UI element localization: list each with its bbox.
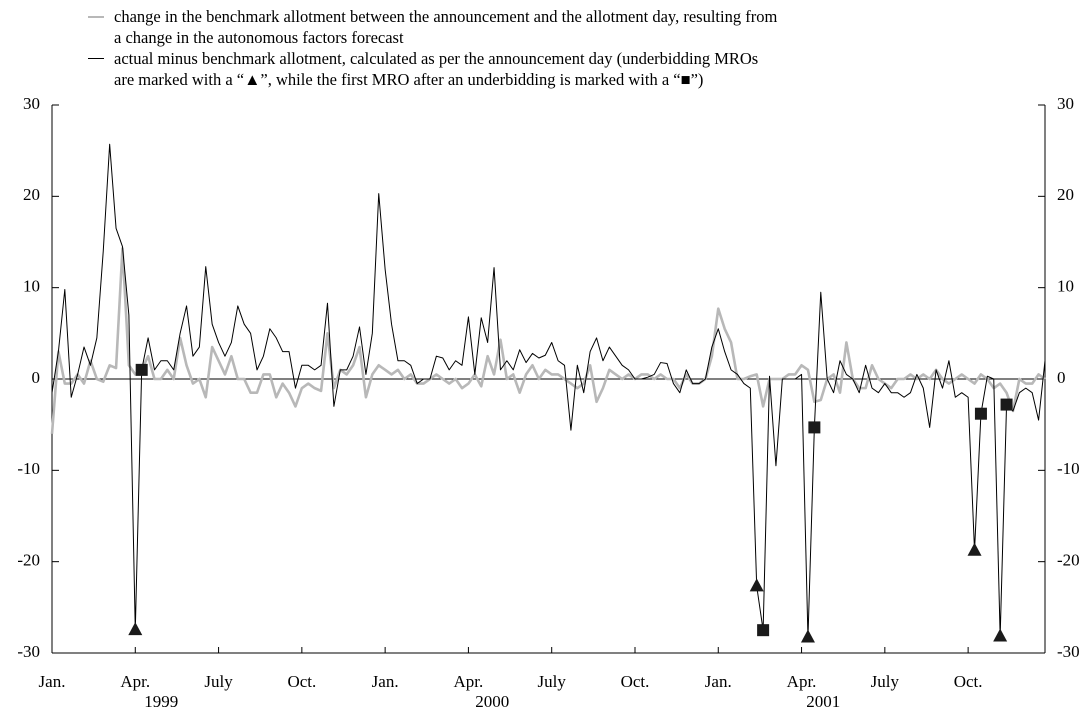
post-underbid-marker — [808, 421, 821, 434]
y-tick-label: -20 — [17, 551, 40, 570]
x-tick-label: Jan. — [372, 672, 399, 691]
legend-entry: actual minus benchmark allotment, calcul… — [88, 48, 778, 90]
underbid-marker — [749, 578, 764, 592]
y-tick-label: 20 — [23, 185, 40, 204]
y-tick-label: 0 — [32, 368, 41, 387]
underbid-marker — [993, 628, 1008, 642]
legend-label: change in the benchmark allotment betwee… — [114, 7, 778, 47]
x-tick-label: Oct. — [621, 672, 650, 691]
y2-tick-label: -30 — [1057, 642, 1080, 661]
y-tick-label: 10 — [23, 277, 40, 296]
y2-tick-label: -10 — [1057, 459, 1080, 478]
y2-tick-label: 20 — [1057, 185, 1074, 204]
legend: change in the benchmark allotment betwee… — [88, 6, 778, 90]
year-label: 2001 — [806, 692, 840, 711]
y-tick-label: 30 — [23, 94, 40, 113]
x-tick-label: Apr. — [787, 672, 817, 691]
x-tick-label: Jan. — [39, 672, 66, 691]
post-underbid-marker — [1000, 398, 1013, 411]
year-label: 2000 — [475, 692, 509, 711]
year-label: 1999 — [144, 692, 178, 711]
x-tick-label: Apr. — [454, 672, 484, 691]
underbid-marker — [967, 542, 982, 556]
legend-label: actual minus benchmark allotment, calcul… — [114, 49, 759, 89]
x-tick-label: July — [204, 672, 233, 691]
y2-tick-label: 10 — [1057, 277, 1074, 296]
series-line — [50, 247, 1046, 434]
y2-tick-label: -20 — [1057, 551, 1080, 570]
x-tick-label: July — [538, 672, 567, 691]
y-tick-label: -30 — [17, 642, 40, 661]
y-tick-label: -10 — [17, 459, 40, 478]
x-tick-label: Oct. — [287, 672, 316, 691]
x-tick-label: July — [871, 672, 900, 691]
x-tick-label: Apr. — [120, 672, 150, 691]
legend-swatch — [88, 16, 104, 18]
series-line — [51, 143, 1046, 638]
post-underbid-marker — [135, 363, 148, 376]
underbid-marker — [800, 629, 815, 643]
legend-swatch — [88, 58, 104, 59]
x-tick-label: Jan. — [705, 672, 732, 691]
x-tick-label: Oct. — [954, 672, 983, 691]
post-underbid-marker — [757, 624, 770, 637]
legend-entry: change in the benchmark allotment betwee… — [88, 6, 778, 48]
underbid-marker — [128, 622, 143, 636]
post-underbid-marker — [974, 407, 987, 420]
y2-tick-label: 0 — [1057, 368, 1066, 387]
y2-tick-label: 30 — [1057, 94, 1074, 113]
